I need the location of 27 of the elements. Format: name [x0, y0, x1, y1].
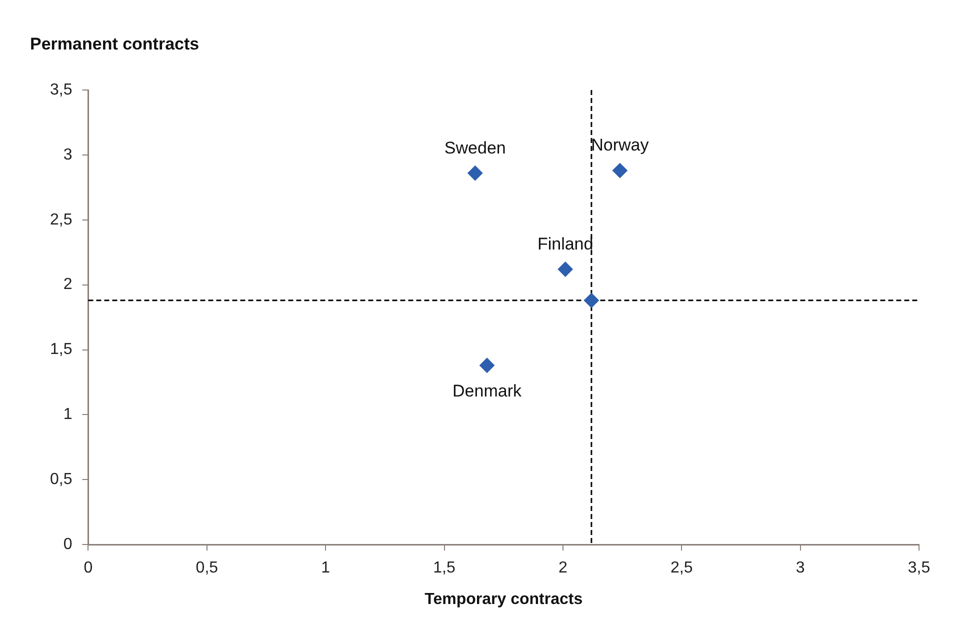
x-tick-label: 1: [321, 560, 330, 577]
x-tick-label: 2: [558, 560, 568, 577]
point: [612, 163, 628, 178]
y-tick-label: 3,5: [50, 81, 72, 98]
annotation: Sweden: [444, 138, 506, 158]
y-tick-label: 1: [63, 406, 72, 424]
y-tick-label: 2: [63, 276, 72, 294]
annotation: Finland: [537, 234, 594, 254]
x-tick-label: 0: [84, 560, 93, 577]
x-tick-label: 1,5: [433, 560, 456, 577]
annotation: Denmark: [452, 382, 522, 401]
y-tick-label: 3: [63, 146, 72, 164]
y-tick-label: 2,5: [50, 211, 72, 228]
y-tick-label: 0,5: [50, 471, 72, 488]
point: [558, 262, 573, 277]
x-tick-label: 3,5: [908, 560, 930, 577]
x-axis-title: Temporary contracts: [424, 590, 583, 608]
x-tick-label: 3: [796, 560, 805, 577]
annotation: Norway: [591, 136, 650, 155]
x-tick-label: 0,5: [196, 560, 218, 577]
x-tick-label: 2,5: [670, 560, 693, 577]
point: [584, 292, 599, 308]
point: [480, 358, 495, 373]
point: [468, 166, 483, 181]
y-tick-label: 0: [63, 536, 72, 554]
y-tick-label: 1,5: [50, 341, 72, 358]
y-axis-title: Permanent contracts: [30, 34, 200, 54]
